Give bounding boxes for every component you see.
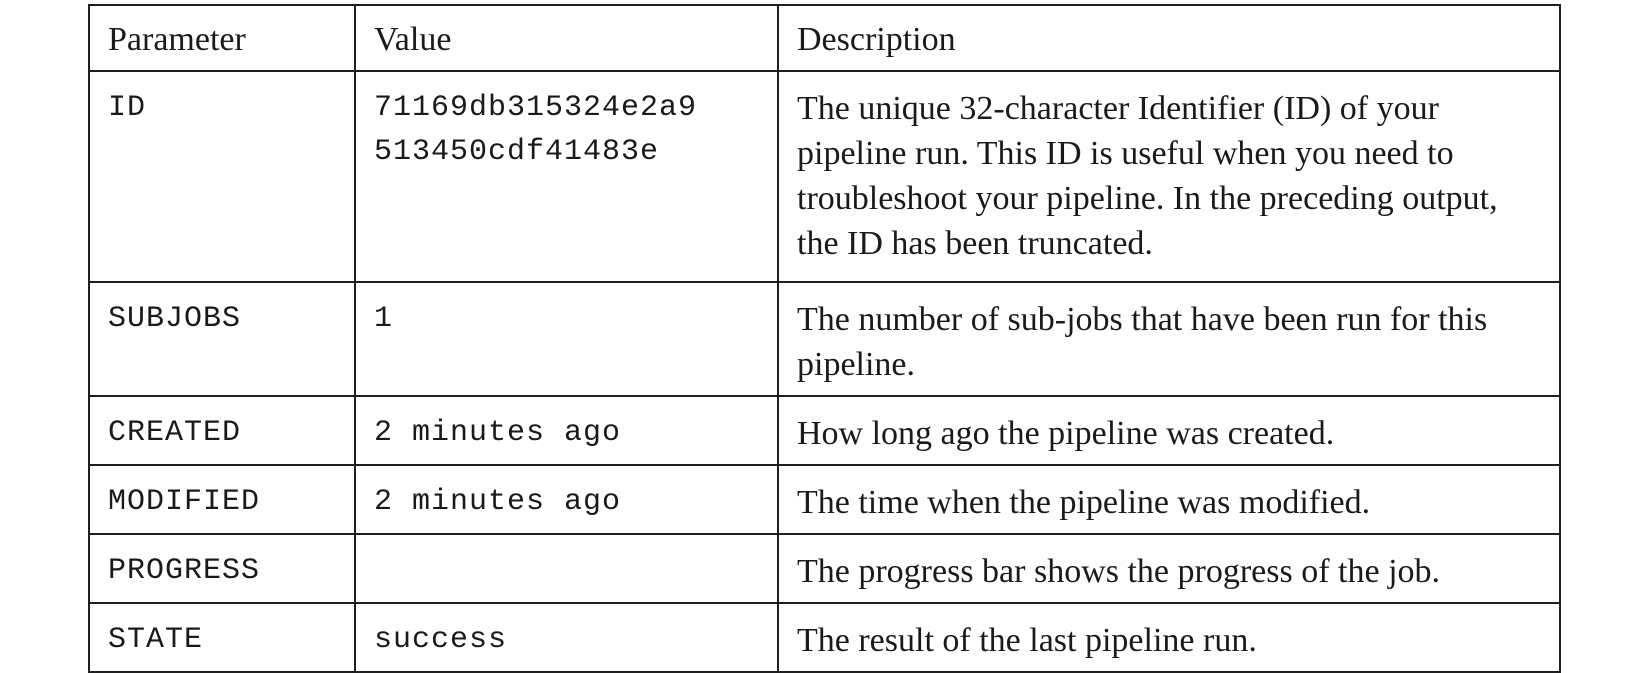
description-cell: The result of the last pipeline run. (777, 602, 1561, 673)
value-cell (354, 533, 779, 604)
header-description: Description (777, 4, 1561, 72)
table-header: Parameter Value Description (88, 4, 1561, 72)
parameter-cell: SUBJOBS (88, 281, 356, 397)
parameter-cell: PROGRESS (88, 533, 356, 604)
value-cell: 2 minutes ago (354, 395, 779, 466)
value-cell: 2 minutes ago (354, 464, 779, 535)
value-cell: success (354, 602, 779, 673)
table-row: MODIFIED 2 minutes ago The time when the… (88, 464, 1561, 535)
parameter-cell: ID (88, 70, 356, 283)
header-parameter: Parameter (88, 4, 356, 72)
value-cell: 71169db315324e2a9 513450cdf41483e (354, 70, 779, 283)
description-cell: The number of sub-jobs that have been ru… (777, 281, 1561, 397)
description-cell: How long ago the pipeline was created. (777, 395, 1561, 466)
description-cell: The unique 32-character Identifier (ID) … (777, 70, 1561, 283)
table-row: ID 71169db315324e2a9 513450cdf41483e The… (88, 70, 1561, 283)
header-row: Parameter Value Description (88, 4, 1561, 72)
table-body: ID 71169db315324e2a9 513450cdf41483e The… (88, 70, 1561, 673)
table-row: STATE success The result of the last pip… (88, 602, 1561, 673)
table-row: CREATED 2 minutes ago How long ago the p… (88, 395, 1561, 466)
description-cell: The progress bar shows the progress of t… (777, 533, 1561, 604)
table-row: PROGRESS The progress bar shows the prog… (88, 533, 1561, 604)
parameter-cell: CREATED (88, 395, 356, 466)
parameter-cell: MODIFIED (88, 464, 356, 535)
parameter-cell: STATE (88, 602, 356, 673)
parameters-table: Parameter Value Description ID 71169db31… (88, 4, 1561, 673)
header-value: Value (354, 4, 779, 72)
description-cell: The time when the pipeline was modified. (777, 464, 1561, 535)
table-row: SUBJOBS 1 The number of sub-jobs that ha… (88, 281, 1561, 397)
value-cell: 1 (354, 281, 779, 397)
